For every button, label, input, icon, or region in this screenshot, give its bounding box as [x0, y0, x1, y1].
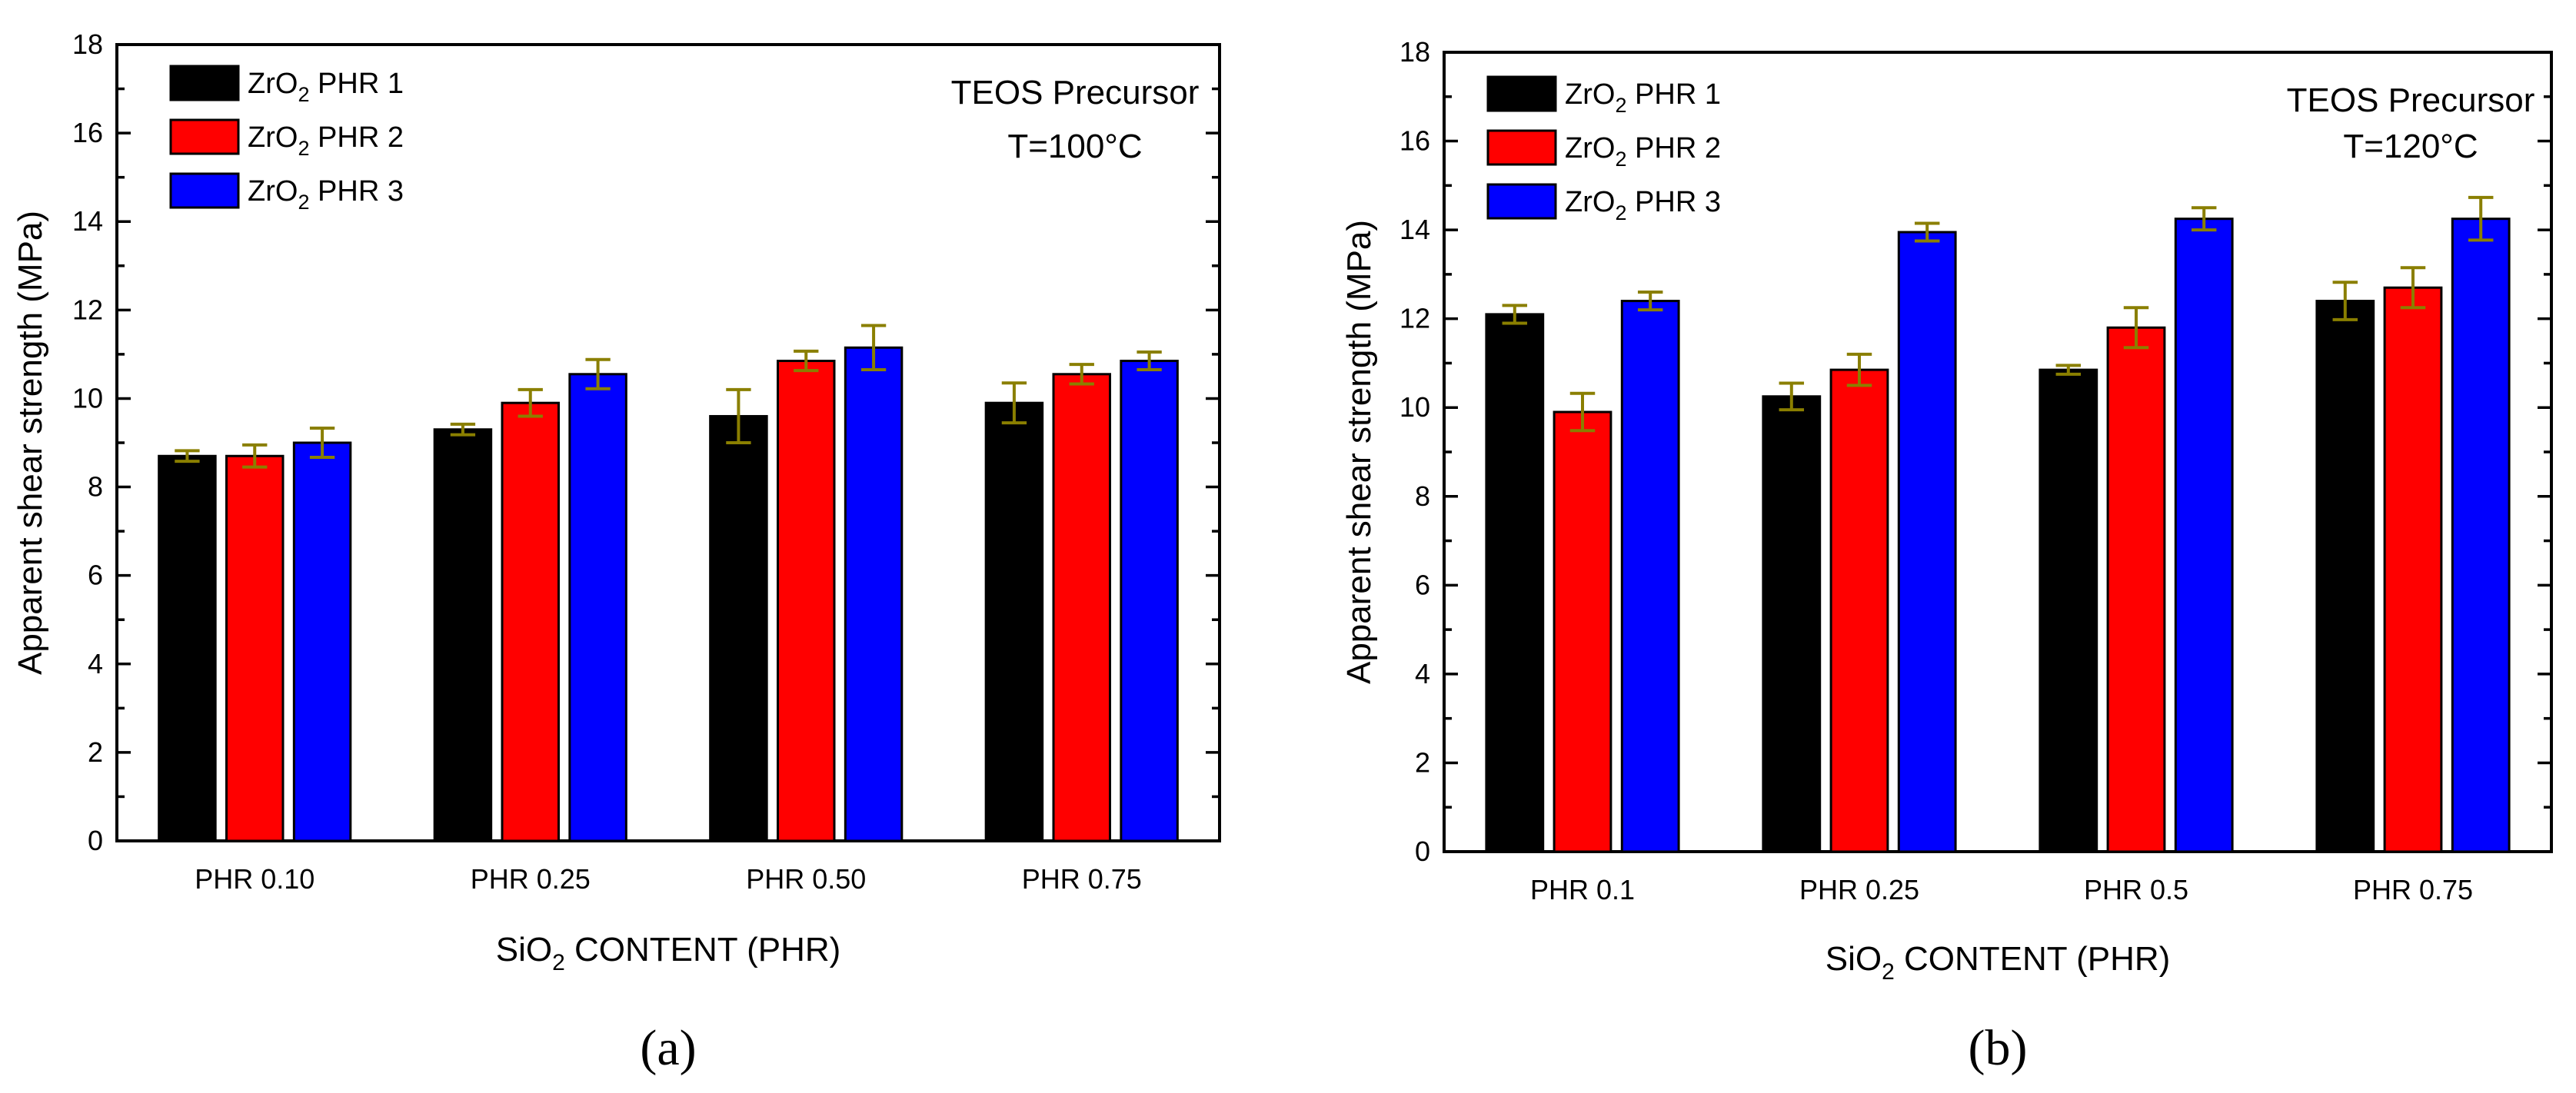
- bar-2: [225, 454, 285, 842]
- legend-swatch-2: [1486, 129, 1557, 166]
- y-tick-label: 16: [1399, 125, 1430, 157]
- bar-3: [844, 346, 904, 842]
- bar-2: [501, 401, 560, 842]
- y-tick-label: 12: [1399, 303, 1430, 334]
- bar-3: [1120, 360, 1179, 842]
- y-tick-label: 18: [72, 28, 103, 60]
- y-tick-label: 8: [1415, 480, 1430, 512]
- x-tick-label: PHR 0.50: [746, 863, 866, 895]
- x-axis-title: SiO2 CONTENT (PHR): [1825, 940, 2171, 985]
- chart-panel-b: 0 2 4 6 8 10 12 14 16 18 Apparent shear strength (…: [1340, 36, 2553, 1076]
- y-tick-label: 4: [1415, 658, 1430, 689]
- panel-label: (b): [1969, 1020, 2028, 1076]
- annotation-line: T=100°C: [1007, 128, 1142, 165]
- bar-1: [2039, 368, 2098, 853]
- bar-2: [2383, 286, 2443, 853]
- legend-swatch-1: [169, 65, 240, 101]
- x-tick-label: PHR 0.75: [1022, 863, 1142, 895]
- bar-3: [1620, 300, 1680, 853]
- y-tick-label: 18: [1399, 36, 1430, 68]
- y-tick-label: 10: [1399, 391, 1430, 423]
- bar-2: [2106, 326, 2166, 853]
- legend-entry-2: ZrO2 PHR 2: [1565, 132, 1721, 171]
- legend-entry-3: ZrO2 PHR 3: [1565, 186, 1721, 224]
- bar-1: [433, 428, 493, 842]
- y-axis-title: Apparent shear strength (MPa): [1340, 220, 1378, 684]
- y-tick-label: 6: [88, 560, 103, 591]
- y-tick-label: 16: [72, 117, 103, 148]
- legend-entry-1: ZrO2 PHR 1: [248, 68, 404, 106]
- annotation-line: TEOS Precursor: [951, 74, 1200, 111]
- bar-2: [777, 360, 836, 842]
- bar-3: [1897, 231, 1957, 853]
- y-tick-label: 10: [72, 382, 103, 414]
- bar-3: [2174, 218, 2234, 853]
- chart-panel-a: 0 2 4 6 8 10 12 14 16 18 Apparent shear strength (…: [12, 28, 1221, 1076]
- y-tick-label: 12: [72, 294, 103, 325]
- legend-swatch-3: [1486, 183, 1557, 220]
- legend-swatch-1: [1486, 75, 1557, 112]
- x-tick-label: PHR 0.25: [1799, 874, 1919, 905]
- x-axis-title: SiO2 CONTENT (PHR): [496, 931, 841, 975]
- x-tick-label: PHR 0.75: [2353, 874, 2473, 905]
- x-tick-label: PHR 0.5: [2084, 874, 2188, 905]
- bar-1: [2315, 300, 2375, 853]
- bar-2: [1052, 373, 1111, 842]
- bar-3: [568, 373, 627, 842]
- panel-label: (a): [640, 1020, 696, 1076]
- bar-2: [1829, 368, 1889, 853]
- bar-3: [2451, 218, 2511, 853]
- annotation-line: TEOS Precursor: [2287, 81, 2535, 119]
- bar-1: [1762, 395, 1822, 853]
- y-tick-label: 14: [1399, 214, 1430, 245]
- y-tick-label: 14: [72, 205, 103, 237]
- y-tick-label: 8: [88, 471, 103, 503]
- bar-1: [984, 401, 1044, 842]
- bar-3: [292, 441, 352, 842]
- bar-1: [1485, 313, 1545, 853]
- legend-entry-2: ZrO2 PHR 2: [248, 121, 404, 160]
- bar-2: [1553, 410, 1612, 853]
- x-tick-label: PHR 0.25: [471, 863, 591, 895]
- x-tick-label: PHR 0.1: [1530, 874, 1635, 905]
- y-tick-label: 6: [1415, 569, 1430, 600]
- y-axis-title: Apparent shear strength (MPa): [12, 211, 49, 675]
- bar-1: [709, 414, 768, 842]
- legend-swatch-3: [169, 172, 240, 209]
- y-tick-label: 2: [88, 736, 103, 768]
- bar-1: [158, 454, 217, 842]
- legend-entry-1: ZrO2 PHR 1: [1565, 78, 1721, 117]
- x-tick-label: PHR 0.10: [195, 863, 315, 895]
- y-tick-label: 4: [88, 648, 103, 679]
- y-tick-label: 2: [1415, 746, 1430, 778]
- legend-entry-3: ZrO2 PHR 3: [248, 175, 404, 214]
- legend-swatch-2: [169, 118, 240, 155]
- annotation-line: T=120°C: [2343, 128, 2478, 165]
- y-tick-label: 0: [88, 825, 103, 856]
- y-tick-label: 0: [1415, 836, 1430, 867]
